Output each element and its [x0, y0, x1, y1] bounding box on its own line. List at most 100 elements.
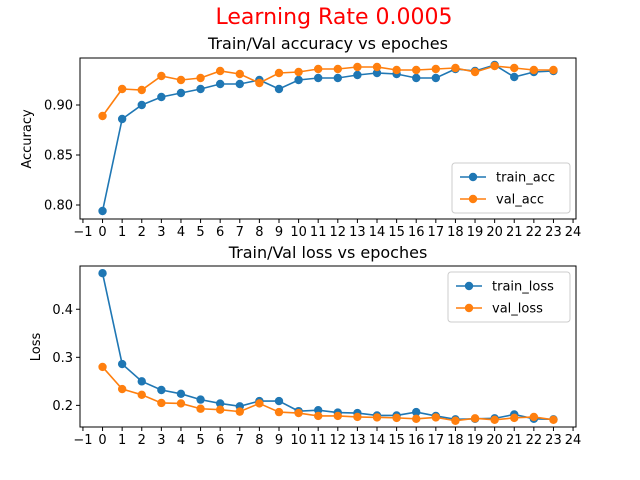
- acc-x-tick-label: 10: [290, 225, 307, 240]
- acc-x-tick-label: 14: [369, 225, 386, 240]
- acc-legend-box: [451, 162, 571, 214]
- val_loss-point: [215, 405, 225, 414]
- loss-plot: Train/Val loss vs epoches Loss −1 0 1 2 3 4 5 6…: [29, 243, 581, 448]
- val_loss-point: [549, 415, 558, 424]
- accuracy-y-axis-label: Accuracy: [20, 109, 35, 169]
- loss-x-tick-label: 21: [506, 433, 523, 448]
- train_loss-legend-label: train_loss: [492, 280, 554, 295]
- loss-x-tick-label: 8: [255, 433, 263, 448]
- loss-x-tick-label: 5: [196, 433, 204, 448]
- loss-x-tick-label: 18: [447, 433, 464, 448]
- val_acc-point: [117, 84, 127, 94]
- loss-x-tick-label: 13: [349, 433, 366, 448]
- train_acc-point: [215, 79, 225, 89]
- val_loss-point: [235, 407, 244, 416]
- acc-x-tick-label: 4: [177, 225, 185, 240]
- train_acc-point: [294, 75, 303, 85]
- val_acc-point: [372, 62, 382, 72]
- loss-x-tick-label: 1: [118, 433, 126, 448]
- val_acc-point: [451, 63, 460, 73]
- val_acc-point: [549, 65, 558, 75]
- train_acc-point: [196, 84, 205, 94]
- acc-x-tick-label: 7: [236, 225, 244, 240]
- acc-x-tick-label: 22: [526, 225, 543, 240]
- val_acc-legend-marker: [468, 194, 478, 204]
- train_acc-point: [372, 68, 382, 78]
- train_loss-point: [117, 359, 127, 369]
- acc-x-tick-label: 0: [98, 225, 106, 240]
- train_loss-point: [176, 389, 186, 399]
- loss-legend-box: [447, 271, 571, 323]
- acc-x-tick-label: 9: [275, 225, 283, 240]
- train_loss-point: [196, 395, 205, 404]
- val_loss-point: [98, 362, 107, 372]
- loss-x-tick-label: 22: [526, 433, 543, 448]
- train_loss-point: [412, 407, 421, 417]
- accuracy-plot-title: Train/Val accuracy vs epoches: [207, 34, 448, 53]
- val_loss-point: [294, 408, 303, 418]
- val_acc-point: [137, 85, 146, 95]
- val_loss-point: [196, 404, 205, 413]
- val_acc-point: [98, 111, 107, 121]
- loss-x-tick-label: 20: [486, 433, 503, 448]
- train_acc-legend-label: train_acc: [496, 171, 555, 186]
- loss-x-tick-label: 16: [408, 433, 425, 448]
- train_acc-point: [98, 206, 107, 216]
- acc-x-tick-label: 5: [196, 225, 204, 240]
- val_loss-point: [255, 399, 264, 408]
- val_loss-point: [412, 414, 421, 424]
- loss-y-tick-label: 0.4: [52, 303, 73, 318]
- loss-x-tick-label: 14: [369, 433, 386, 448]
- val_loss-point: [333, 411, 343, 421]
- acc-x-tick-label: 17: [428, 225, 445, 240]
- train_acc-point: [510, 72, 519, 82]
- train_acc-point: [274, 84, 284, 94]
- val_loss-legend-label: val_loss: [492, 302, 543, 317]
- val_acc-point: [412, 65, 421, 75]
- val_acc-point: [510, 63, 519, 73]
- train_acc-point: [235, 79, 244, 89]
- train_acc-point: [176, 88, 186, 98]
- val_loss-point: [529, 412, 539, 422]
- train_acc-point: [137, 100, 146, 110]
- loss-x-tick-label: 19: [467, 433, 484, 448]
- train_loss-point: [274, 396, 284, 406]
- val_loss-point: [372, 413, 382, 422]
- val_loss-point: [470, 414, 480, 423]
- loss-x-tick-label: 4: [177, 433, 185, 448]
- train_loss-point: [215, 399, 225, 408]
- acc-x-tick-label: 1: [118, 225, 126, 240]
- val_loss-point: [157, 398, 166, 408]
- acc-x-tick-label: 6: [216, 225, 224, 240]
- val_acc-point: [274, 68, 284, 78]
- val_loss-point: [451, 416, 460, 425]
- val_acc-point: [157, 71, 166, 81]
- acc-x-tick-label: 23: [545, 225, 562, 240]
- acc-x-tick-label: 13: [349, 225, 366, 240]
- loss-x-tick-label: 7: [236, 433, 244, 448]
- train_acc-point: [333, 73, 343, 83]
- val_loss-point: [353, 412, 362, 422]
- train_loss-point: [313, 405, 323, 415]
- acc-x-tick-label: 18: [447, 225, 464, 240]
- loss-x-tick-label: 11: [310, 433, 327, 448]
- acc-x-tick-label: 3: [157, 225, 165, 240]
- val_acc-point: [392, 65, 401, 75]
- train_acc-point: [412, 73, 421, 83]
- acc-y-tick-label: 0.80: [44, 199, 73, 214]
- loss-x-tick-label: 15: [388, 433, 405, 448]
- acc-y-tick-label: 0.85: [44, 149, 73, 164]
- val_loss-point: [137, 390, 146, 399]
- train_loss-legend-marker: [464, 281, 474, 291]
- loss-x-tick-label: −1: [73, 433, 92, 448]
- loss-y-tick-label: 0.3: [52, 351, 73, 366]
- loss-y-tick-label: 0.2: [52, 399, 73, 414]
- val_acc-point: [313, 64, 323, 74]
- val_acc-point: [215, 66, 225, 76]
- val_loss-point: [510, 413, 519, 423]
- val_loss-legend-marker: [464, 303, 474, 313]
- val_loss-point: [313, 411, 323, 421]
- val_loss-point: [274, 407, 284, 417]
- loss-x-tick-label: 23: [545, 433, 562, 448]
- loss-x-tick-label: 10: [290, 433, 307, 448]
